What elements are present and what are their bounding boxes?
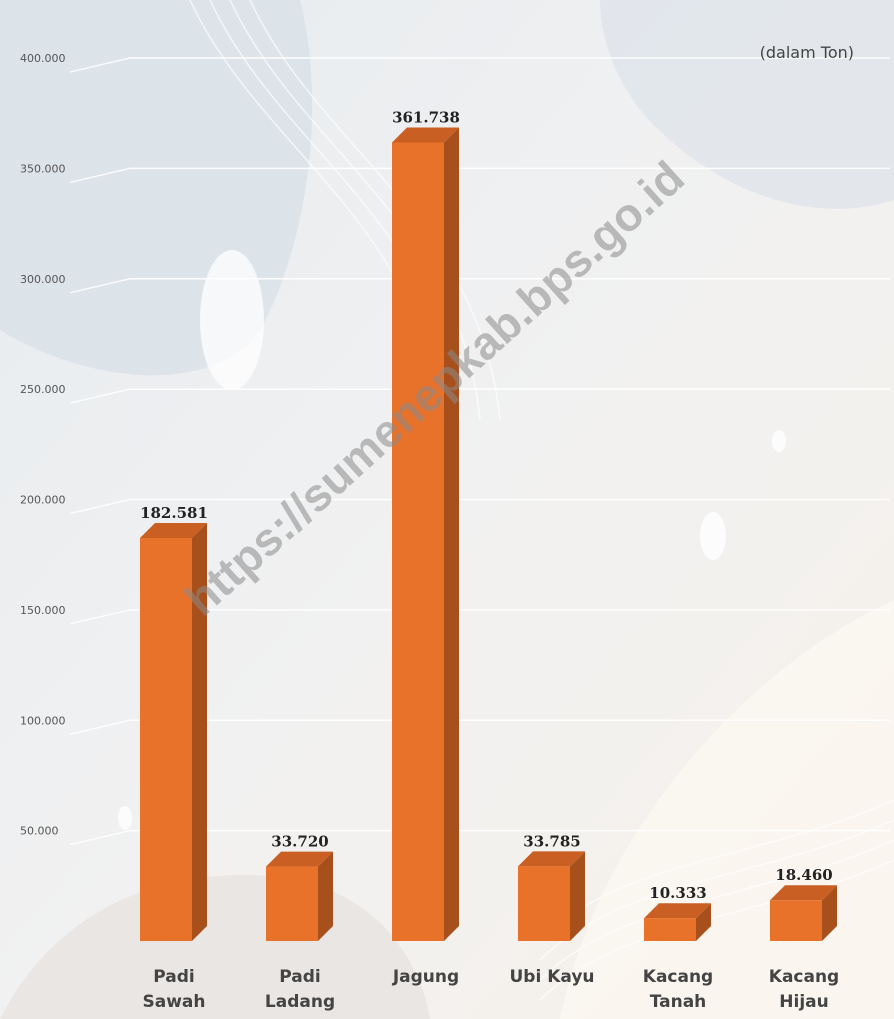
bar-top	[518, 851, 585, 867]
gridline	[69, 829, 890, 846]
bar-side	[318, 851, 333, 941]
x-category-label: Padi	[279, 967, 320, 987]
bar	[770, 900, 822, 941]
bar-side	[696, 903, 711, 941]
bar-side	[822, 885, 837, 941]
bar-side	[444, 127, 459, 941]
x-category-label: Kacang	[643, 967, 713, 987]
bars	[140, 127, 837, 941]
x-category-label: Tanah	[650, 992, 707, 1012]
x-axis: Padi Sawah Padi Ladang Jagung Ubi Kayu Kacang T…	[143, 967, 840, 1012]
y-tick-label: 150.000	[20, 604, 66, 617]
y-tick-label: 400.000	[20, 52, 66, 65]
bar-value-label: 182.581	[140, 504, 208, 522]
y-tick-label: 50.000	[20, 825, 59, 838]
y-axis: 50.000 100.000 150.000 200.000 250.000 300.00…	[20, 52, 66, 838]
bar-top	[644, 903, 711, 919]
bar-side	[570, 851, 585, 941]
x-category-label: Jagung	[392, 967, 459, 987]
bar-side	[192, 522, 207, 941]
bar-value-label: 361.738	[392, 108, 460, 126]
bar-top	[770, 885, 837, 901]
gridline	[69, 609, 890, 625]
gridline	[69, 278, 890, 294]
x-category-label: Kacang	[769, 967, 839, 987]
bar-value-label: 10.333	[649, 884, 706, 902]
gridline	[69, 57, 890, 73]
x-category-label: Sawah	[143, 992, 206, 1012]
bar	[266, 866, 318, 941]
x-category-label: Ubi Kayu	[509, 967, 594, 987]
y-tick-label: 300.000	[20, 273, 66, 286]
y-tick-label: 200.000	[20, 494, 66, 507]
bar	[644, 918, 696, 941]
gridline	[69, 719, 890, 735]
x-category-label: Hijau	[779, 992, 828, 1012]
bar-top	[392, 127, 459, 143]
bar	[518, 866, 570, 941]
gridlines	[69, 57, 890, 846]
bar	[392, 142, 444, 941]
gridline	[69, 388, 890, 404]
bar-top	[266, 851, 333, 867]
gridline	[69, 498, 890, 515]
value-labels: 182.581 33.720 361.738 33.785 10.333 18.460	[140, 108, 833, 902]
y-tick-label: 250.000	[20, 383, 66, 396]
bar-top	[140, 522, 207, 538]
gridline	[69, 167, 890, 184]
y-tick-label: 350.000	[20, 162, 66, 175]
x-category-label: Padi	[153, 967, 194, 987]
bar-value-label: 33.720	[271, 833, 328, 851]
x-category-label: Ladang	[265, 992, 335, 1012]
bar-value-label: 18.460	[775, 866, 832, 884]
unit-note: (dalam Ton)	[760, 43, 854, 62]
bar-value-label: 33.785	[523, 832, 580, 850]
y-tick-label: 100.000	[20, 714, 66, 727]
bar	[140, 537, 192, 941]
